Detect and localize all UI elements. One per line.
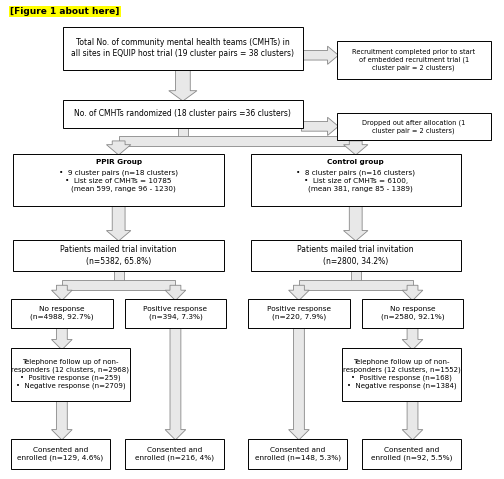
Polygon shape [301, 46, 339, 64]
Polygon shape [344, 141, 368, 155]
Text: •  9 cluster pairs (n=18 clusters)
•  List size of CMHTs = 10785
    (mean 599, : • 9 cluster pairs (n=18 clusters) • List… [59, 170, 178, 192]
Polygon shape [165, 285, 186, 300]
Polygon shape [178, 127, 188, 141]
Text: •  8 cluster pairs (n=16 clusters)
•  List size of CMHTs = 6100,
    (mean 381, : • 8 cluster pairs (n=16 clusters) • List… [296, 170, 415, 192]
FancyBboxPatch shape [14, 154, 224, 205]
Polygon shape [402, 326, 423, 350]
Text: Telephone follow up of non-
responders (12 clusters, n=2968)
•  Positive respons: Telephone follow up of non- responders (… [12, 359, 130, 389]
Text: Positive response
(n=220, 7.9%): Positive response (n=220, 7.9%) [267, 307, 331, 320]
Polygon shape [299, 281, 412, 290]
Text: Telephone follow up of non-
responders (12 clusters, n=1552)
•  Positive respons: Telephone follow up of non- responders (… [343, 359, 460, 389]
FancyBboxPatch shape [63, 27, 303, 69]
Polygon shape [301, 117, 339, 136]
FancyBboxPatch shape [248, 439, 347, 468]
FancyBboxPatch shape [362, 439, 461, 468]
Polygon shape [51, 326, 72, 350]
Polygon shape [169, 68, 197, 101]
FancyBboxPatch shape [342, 348, 461, 400]
Text: [Figure 1 about here]: [Figure 1 about here] [10, 7, 119, 16]
Text: Consented and
enrolled (n=216, 4%): Consented and enrolled (n=216, 4%) [135, 446, 214, 460]
FancyBboxPatch shape [11, 348, 130, 400]
Text: Recruitment completed prior to start
of embedded recruitment trial (1
cluster pa: Recruitment completed prior to start of … [352, 49, 475, 71]
Text: Patients mailed trial invitation
(n=5382, 65.8%): Patients mailed trial invitation (n=5382… [60, 245, 177, 265]
FancyBboxPatch shape [11, 439, 110, 468]
FancyBboxPatch shape [124, 439, 224, 468]
FancyBboxPatch shape [124, 299, 226, 328]
Text: Dropped out after allocation (1
cluster pair = 2 clusters): Dropped out after allocation (1 cluster … [362, 119, 465, 134]
Text: Patients mailed trial invitation
(n=2800, 34.2%): Patients mailed trial invitation (n=2800… [297, 245, 414, 265]
Polygon shape [289, 285, 309, 300]
Polygon shape [106, 141, 131, 155]
Text: Consented and
enrolled (n=92, 5.5%): Consented and enrolled (n=92, 5.5%) [370, 446, 452, 460]
Polygon shape [402, 399, 423, 440]
FancyBboxPatch shape [250, 154, 461, 205]
FancyBboxPatch shape [337, 113, 490, 140]
Text: No response
(n=4988, 92.7%): No response (n=4988, 92.7%) [30, 307, 94, 320]
Text: No. of CMHTs randomized (18 cluster pairs =36 clusters): No. of CMHTs randomized (18 cluster pair… [75, 109, 291, 118]
FancyBboxPatch shape [11, 299, 113, 328]
Text: Consented and
enrolled (n=129, 4.6%): Consented and enrolled (n=129, 4.6%) [18, 446, 104, 460]
Polygon shape [106, 205, 131, 241]
Text: Positive response
(n=394, 7.3%): Positive response (n=394, 7.3%) [144, 307, 208, 320]
Text: Consented and
enrolled (n=148, 5.3%): Consented and enrolled (n=148, 5.3%) [255, 446, 341, 460]
FancyBboxPatch shape [362, 299, 463, 328]
Text: No response
(n=2580, 92.1%): No response (n=2580, 92.1%) [381, 307, 445, 320]
Polygon shape [165, 326, 186, 440]
Polygon shape [402, 285, 423, 300]
Polygon shape [289, 326, 309, 440]
Polygon shape [51, 399, 72, 440]
FancyBboxPatch shape [248, 299, 350, 328]
Polygon shape [351, 270, 361, 285]
Polygon shape [118, 136, 356, 146]
FancyBboxPatch shape [14, 240, 224, 272]
FancyBboxPatch shape [250, 240, 461, 272]
Polygon shape [62, 281, 175, 290]
Polygon shape [113, 270, 123, 285]
Text: PPIR Group: PPIR Group [96, 160, 142, 165]
FancyBboxPatch shape [337, 41, 490, 79]
Polygon shape [51, 285, 72, 300]
Text: Control group: Control group [328, 160, 384, 165]
Polygon shape [344, 205, 368, 241]
Text: Total No. of community mental health teams (CMHTs) in
all sites in EQUIP host tr: Total No. of community mental health tea… [72, 38, 294, 58]
FancyBboxPatch shape [63, 100, 303, 128]
